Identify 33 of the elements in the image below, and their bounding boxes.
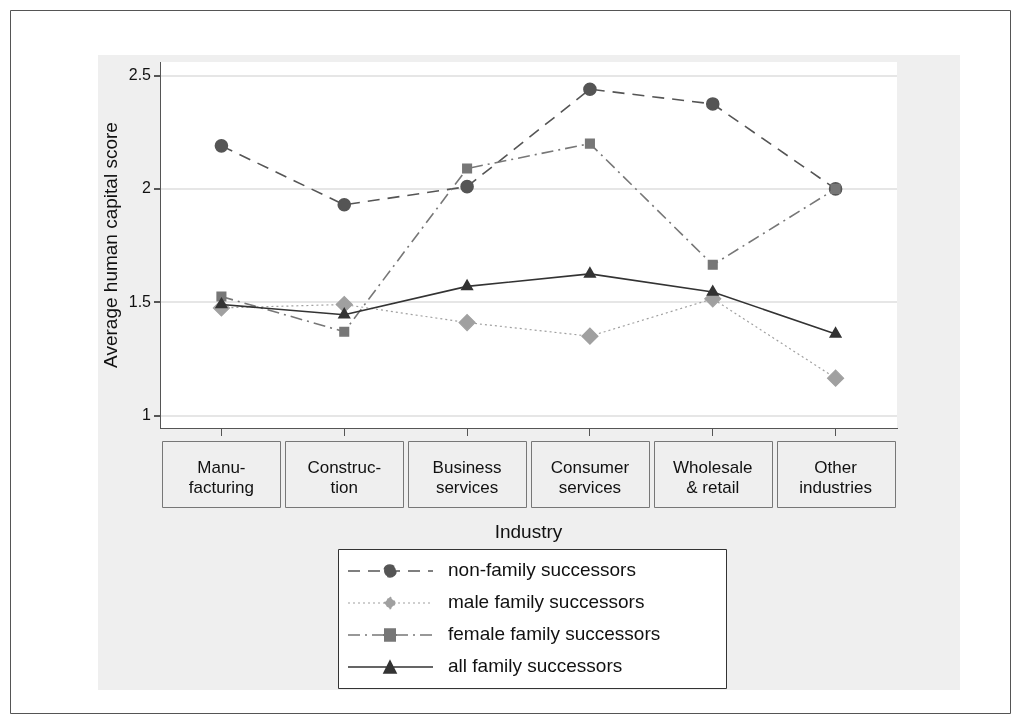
point (583, 267, 596, 278)
point (584, 138, 595, 149)
legend-label: non-family successors (448, 559, 636, 581)
legend-label: male family successors (448, 591, 645, 613)
point (339, 326, 350, 337)
point (337, 197, 352, 212)
point (705, 97, 720, 111)
y-tick-label: 1 (142, 405, 152, 423)
y-tick-label: 1.5 (128, 292, 152, 310)
point (706, 285, 719, 296)
point (581, 327, 599, 345)
point (462, 163, 473, 174)
point (458, 314, 476, 332)
point (338, 307, 351, 319)
point (583, 82, 597, 96)
point (214, 139, 229, 153)
point (826, 369, 845, 387)
y-tick-label: 2.5 (128, 66, 152, 83)
point (707, 259, 718, 270)
x-tick-label: Business services (432, 457, 502, 498)
y-tick-label: 2 (142, 179, 152, 197)
x-axis-title: Industry (494, 520, 563, 542)
y-axis-title: Average human capital score (99, 122, 121, 368)
legend-label: female family successors (448, 623, 661, 645)
point (460, 179, 474, 194)
x-tick-label: Construc- tion (307, 457, 382, 498)
x-tick-label: Consumer services (550, 457, 630, 498)
x-tick-label: Manu- facturing (188, 457, 255, 498)
x-tick-label: Wholesale & retail (673, 457, 753, 498)
point (829, 327, 842, 338)
legend-label: all family successors (448, 655, 623, 677)
x-tick-label: Other industries (799, 457, 872, 498)
point (461, 279, 474, 291)
